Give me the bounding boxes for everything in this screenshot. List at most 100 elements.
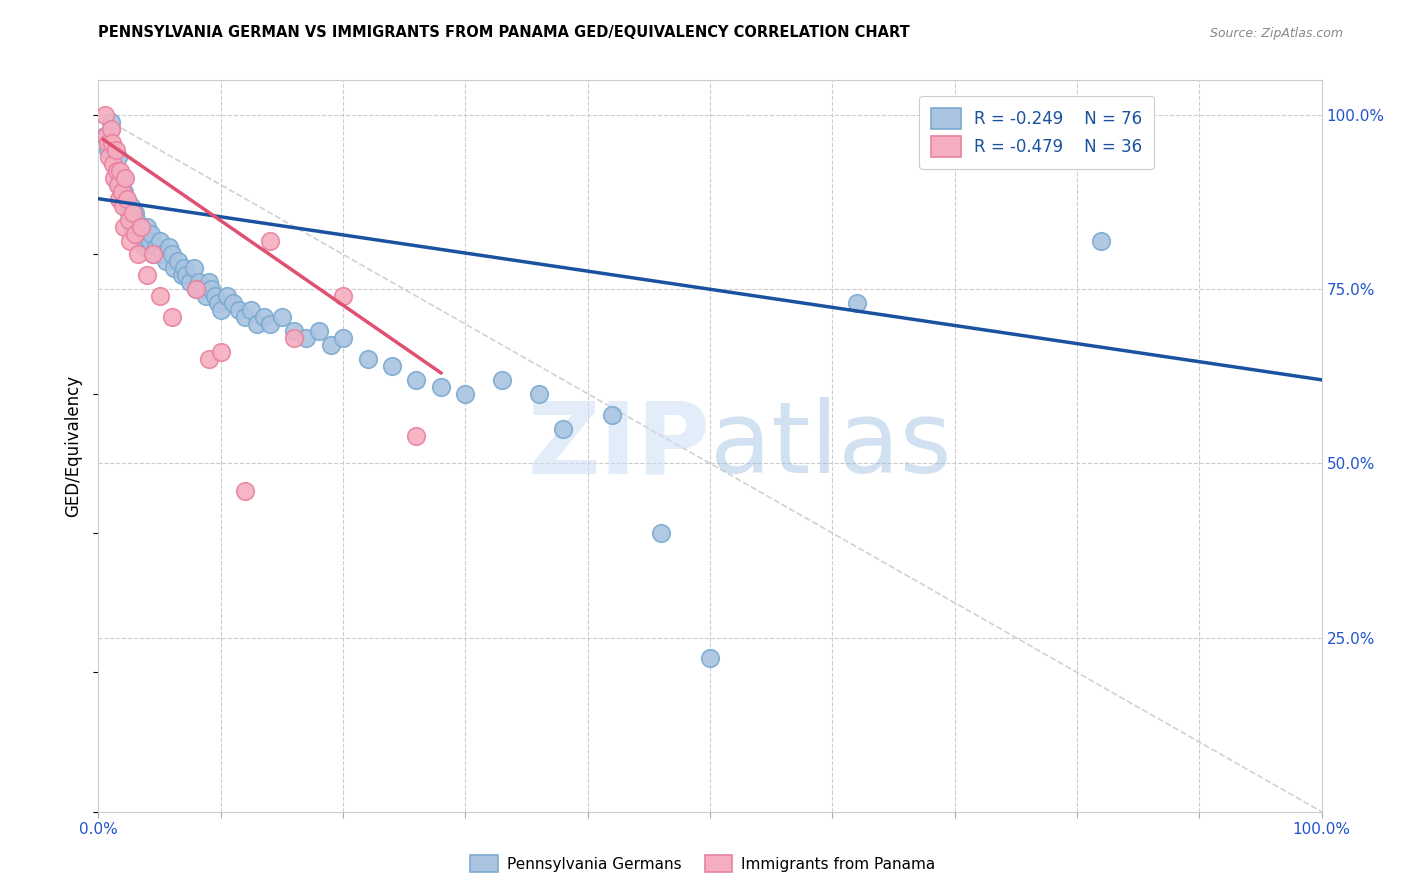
Point — [150, 247, 173, 261]
Point — [105, 164, 128, 178]
Point — [105, 164, 128, 178]
Point — [200, 282, 222, 296]
Point — [454, 386, 477, 401]
Point — [100, 115, 122, 129]
Point — [319, 338, 342, 352]
Point — [209, 303, 232, 318]
Point — [600, 408, 623, 422]
Point — [101, 136, 124, 150]
Text: atlas: atlas — [710, 398, 952, 494]
Point — [491, 373, 513, 387]
Point — [186, 282, 208, 296]
Point — [176, 268, 198, 283]
Point — [149, 289, 172, 303]
Point — [100, 122, 122, 136]
Point — [104, 143, 127, 157]
Point — [430, 380, 453, 394]
Point — [124, 205, 146, 219]
Point — [128, 219, 150, 234]
Point — [120, 234, 142, 248]
Point — [160, 310, 183, 325]
Point — [197, 275, 219, 289]
Point — [332, 289, 354, 303]
Point — [1090, 234, 1112, 248]
Point — [139, 227, 162, 241]
Point — [103, 170, 125, 185]
Point — [131, 227, 153, 241]
Point — [553, 421, 575, 435]
Point — [108, 178, 131, 192]
Point — [179, 275, 201, 289]
Point — [124, 227, 146, 241]
Point — [115, 199, 138, 213]
Point — [155, 254, 177, 268]
Point — [139, 234, 162, 248]
Point — [405, 373, 427, 387]
Point — [97, 136, 120, 150]
Point — [94, 128, 117, 143]
Point — [145, 240, 167, 254]
Point — [111, 185, 134, 199]
Point — [121, 205, 143, 219]
Text: Source: ZipAtlas.com: Source: ZipAtlas.com — [1209, 27, 1343, 40]
Legend: Pennsylvania Germans, Immigrants from Panama: Pennsylvania Germans, Immigrants from Pa… — [463, 847, 943, 880]
Point — [110, 164, 132, 178]
Point — [187, 275, 209, 289]
Point — [136, 268, 159, 283]
Point — [111, 199, 134, 213]
Point — [246, 317, 269, 331]
Point — [142, 247, 165, 261]
Point — [207, 296, 229, 310]
Point — [125, 212, 148, 227]
Point — [233, 484, 256, 499]
Point — [134, 240, 156, 254]
Point — [222, 296, 245, 310]
Point — [699, 651, 721, 665]
Point — [270, 310, 294, 325]
Point — [114, 192, 136, 206]
Point — [233, 310, 256, 325]
Point — [127, 227, 149, 241]
Point — [845, 296, 868, 310]
Point — [170, 268, 193, 283]
Point — [118, 205, 141, 219]
Point — [308, 324, 330, 338]
Point — [110, 192, 132, 206]
Point — [100, 122, 122, 136]
Point — [209, 345, 232, 359]
Point — [111, 170, 134, 185]
Point — [173, 261, 195, 276]
Point — [107, 150, 129, 164]
Point — [107, 178, 129, 192]
Y-axis label: GED/Equivalency: GED/Equivalency — [65, 375, 83, 517]
Point — [183, 261, 205, 276]
Point — [527, 386, 550, 401]
Point — [240, 303, 263, 318]
Point — [191, 282, 214, 296]
Point — [283, 331, 305, 345]
Point — [93, 128, 115, 143]
Point — [142, 247, 165, 261]
Point — [186, 282, 208, 296]
Point — [115, 192, 138, 206]
Point — [108, 192, 131, 206]
Point — [650, 526, 672, 541]
Point — [114, 170, 136, 185]
Point — [160, 247, 183, 261]
Point — [101, 157, 124, 171]
Point — [120, 212, 142, 227]
Point — [332, 331, 354, 345]
Point — [356, 351, 378, 366]
Text: PENNSYLVANIA GERMAN VS IMMIGRANTS FROM PANAMA GED/EQUIVALENCY CORRELATION CHART: PENNSYLVANIA GERMAN VS IMMIGRANTS FROM P… — [98, 25, 910, 40]
Point — [215, 289, 238, 303]
Point — [295, 331, 318, 345]
Point — [149, 234, 172, 248]
Point — [197, 351, 219, 366]
Point — [405, 428, 427, 442]
Text: ZIP: ZIP — [527, 398, 710, 494]
Point — [204, 289, 226, 303]
Point — [121, 219, 143, 234]
Point — [129, 219, 152, 234]
Point — [112, 185, 135, 199]
Point — [259, 317, 281, 331]
